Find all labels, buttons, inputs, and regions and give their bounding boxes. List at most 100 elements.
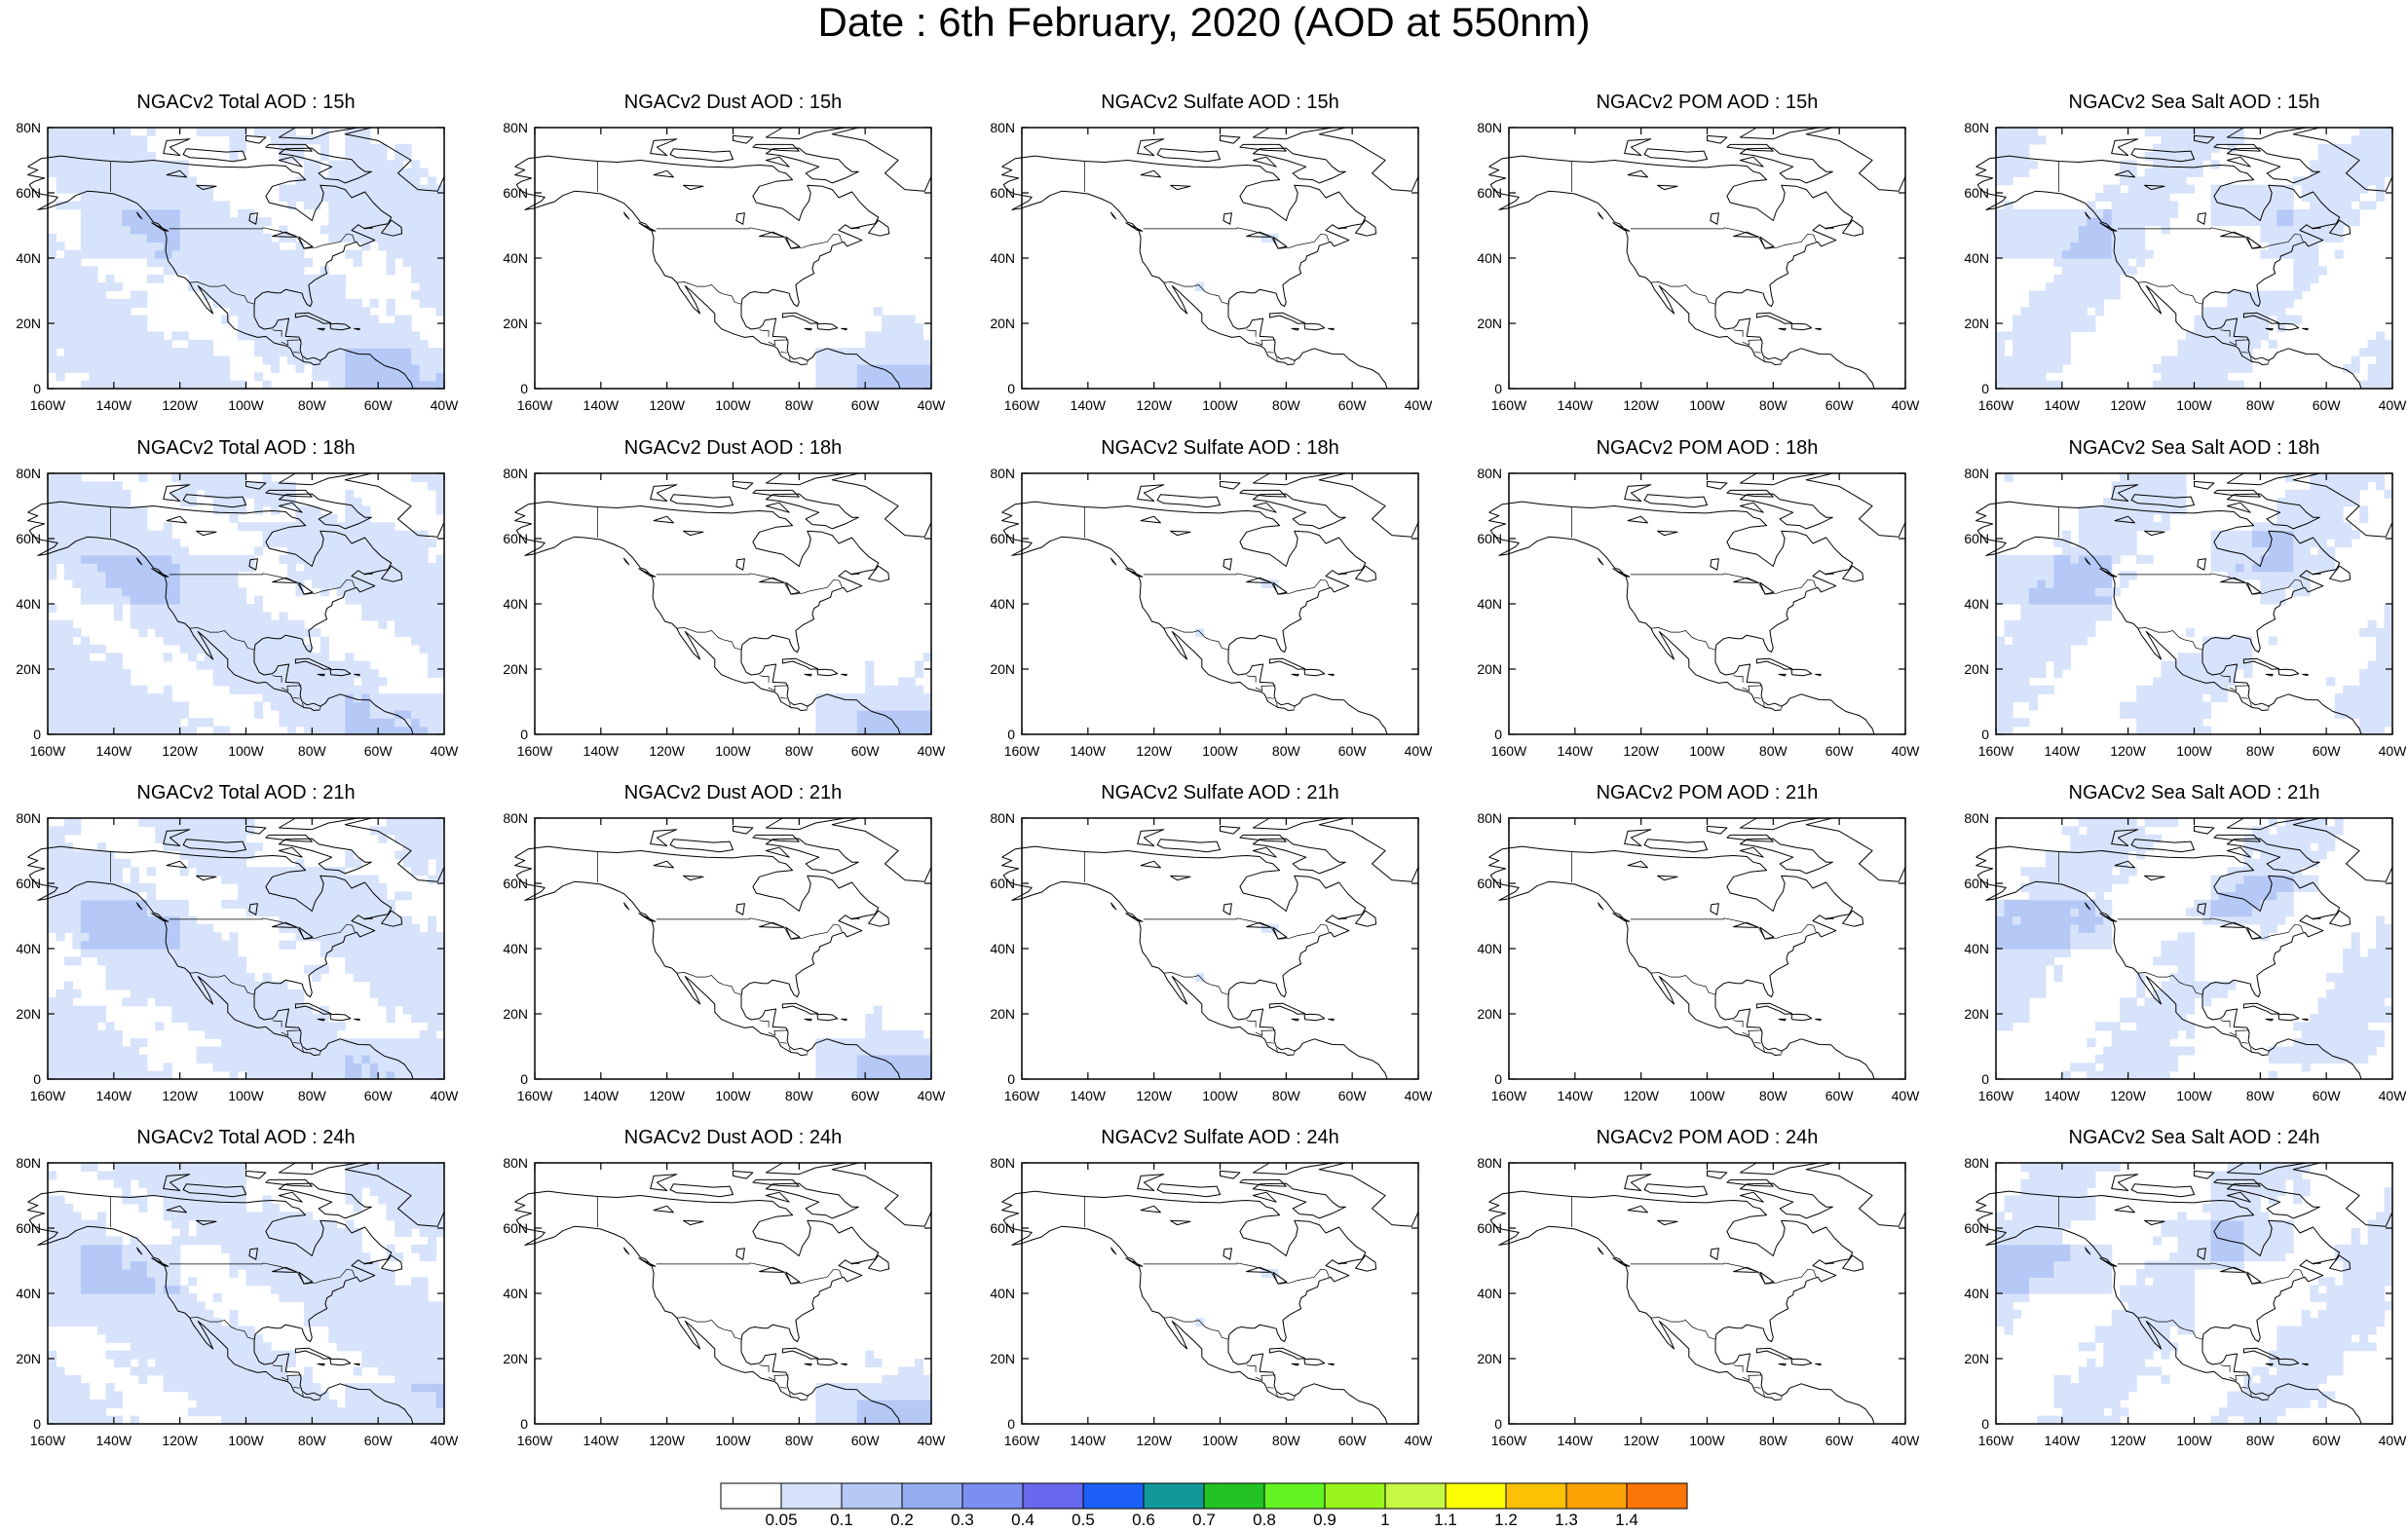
lat-tick-label: 80N [1964,120,1989,135]
lon-tick-label: 80W [2245,743,2275,759]
lat-tick-label: 80N [990,1155,1015,1171]
lat-tick-label: 20N [1964,661,1989,677]
lon-tick-label: 100W [715,397,751,413]
lon-tick-label: 140W [95,743,132,759]
lat-tick-label: 60N [16,876,41,891]
lat-tick-label: 60N [990,185,1015,201]
lat-tick-label: 80N [1964,810,1989,826]
lat-tick-label: 0 [1981,381,1989,396]
lat-tick-label: 40N [16,941,41,956]
lat-tick-label: 0 [1494,727,1502,742]
lon-tick-label: 160W [1490,743,1527,759]
lon-tick-label: 140W [1557,743,1594,759]
lat-tick-label: 40N [990,596,1015,612]
lat-tick-label: 80N [503,120,528,135]
lon-tick-label: 120W [162,1433,198,1448]
lat-tick-label: 0 [1007,727,1015,742]
lon-tick-label: 160W [1490,397,1527,413]
lat-tick-label: 60N [990,876,1015,891]
lon-tick-label: 160W [1003,1433,1040,1448]
lon-tick-label: 80W [2245,1088,2275,1103]
lat-tick-label: 60N [1477,876,1502,891]
lon-tick-label: 60W [363,1433,393,1448]
lat-tick-label: 40N [990,941,1015,956]
colorbar-swatch [1565,1482,1628,1510]
map-canvas [514,127,932,390]
coastlines [1001,817,1419,1079]
lon-tick-label: 100W [2176,397,2212,413]
lon-tick-label: 60W [850,397,880,413]
lon-tick-label: 40W [2378,743,2407,759]
aerosol-field [1195,233,1279,292]
lon-tick-label: 140W [583,1088,620,1103]
lon-tick-label: 120W [1136,397,1172,413]
lon-tick-label: 60W [1337,397,1367,413]
coastlines [27,817,445,1079]
lat-tick-label: 40N [503,596,528,612]
colorbar-tick-label: 0.8 [1253,1511,1276,1529]
lon-tick-label: 80W [2245,397,2275,413]
lat-tick-label: 60N [503,876,528,891]
colorbar-swatch [1263,1482,1326,1510]
panel-title: NGACv2 Total AOD : 24h [136,1127,356,1148]
lat-tick-label: 40N [1964,250,1989,266]
coastlines [1488,472,1906,734]
lat-tick-label: 0 [520,1416,528,1432]
lon-tick-label: 160W [1977,1433,2014,1448]
lon-tick-label: 160W [516,1088,553,1103]
aerosol-field [1996,128,2393,390]
lat-tick-label: 80N [16,1155,41,1171]
lat-tick-label: 40N [1964,941,1989,956]
lat-tick-label: 0 [1007,1416,1015,1432]
lon-tick-label: 100W [228,743,264,759]
lon-tick-label: 120W [649,397,685,413]
map-canvas [1488,127,1906,390]
lat-tick-label: 20N [16,1006,41,1022]
lon-tick-label: 100W [1202,397,1238,413]
lon-tick-label: 80W [1271,1433,1300,1448]
lon-tick-label: 160W [1977,397,2014,413]
lon-tick-label: 140W [1070,397,1107,413]
lat-tick-label: 20N [16,316,41,331]
panel-title: NGACv2 Total AOD : 18h [136,437,356,459]
lon-tick-label: 120W [2110,397,2146,413]
lat-tick-label: 60N [503,531,528,546]
lon-tick-label: 160W [1003,1088,1040,1103]
lon-tick-label: 120W [2110,1088,2146,1103]
aerosol-field [1996,1163,2393,1425]
lon-tick-label: 140W [2044,397,2081,413]
map-canvas [1001,472,1419,735]
lat-tick-label: 0 [33,1071,41,1087]
panel-title: NGACv2 Sulfate AOD : 24h [1101,1127,1339,1148]
lat-tick-label: 20N [1477,1006,1502,1022]
map-canvas [1001,127,1419,390]
panel-title: NGACv2 Sea Salt AOD : 21h [2068,782,2320,803]
coastlines [27,127,445,389]
coastlines [1488,1162,1906,1424]
coastlines [1975,127,2393,389]
lon-tick-label: 80W [297,1088,326,1103]
aerosol-field [48,473,445,735]
lon-tick-label: 120W [1136,1433,1172,1448]
lon-tick-label: 140W [2044,1088,2081,1103]
coastlines [1001,127,1419,389]
aerosol-field [48,818,445,1080]
lat-tick-label: 60N [1477,1220,1502,1236]
lon-tick-label: 40W [1404,1088,1433,1103]
lat-tick-label: 40N [16,1286,41,1301]
lon-tick-label: 100W [1689,397,1725,413]
lon-tick-label: 40W [917,397,946,413]
map-frame [1508,127,1906,390]
map-canvas [1001,817,1419,1080]
lon-tick-label: 80W [1758,1088,1787,1103]
lon-tick-label: 160W [516,743,553,759]
lat-tick-label: 40N [1477,250,1502,266]
lon-tick-label: 60W [2312,1433,2341,1448]
lon-tick-label: 60W [363,1088,393,1103]
lon-tick-label: 100W [715,1088,751,1103]
lon-tick-label: 40W [1891,1088,1920,1103]
lat-tick-label: 40N [1477,1286,1502,1301]
lon-tick-label: 60W [1825,397,1854,413]
coastlines [514,472,932,734]
lon-tick-label: 80W [784,1088,813,1103]
